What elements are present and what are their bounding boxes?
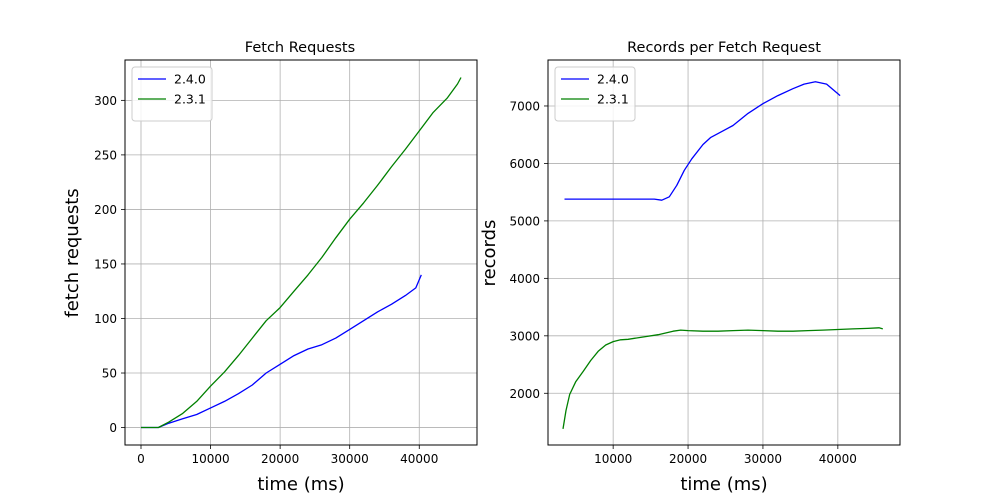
y-tick-label: 0 [109,421,117,435]
legend: 2.4.0 2.3.1 [554,66,636,122]
x-axis-label: time (ms) [257,474,344,495]
x-tick-label: 20000 [261,452,299,466]
x-tick-label: 10000 [594,452,632,466]
axis-ticks: 0 10000 20000 30000 40000 0 50 100 150 200 250 300 [94,94,438,466]
y-tick-label: 150 [94,257,117,271]
y-tick-label: 2000 [509,387,540,401]
y-tick-label: 100 [94,312,117,326]
x-tick-label: 30000 [744,452,782,466]
chart-fetch-requests: Fetch Requests 0 10000 20000 30000 40000 0 50 1… [62,40,478,495]
chart-title: Fetch Requests [245,40,355,56]
legend: 2.4.0 2.3.1 [131,66,213,122]
series-line-2-3-1 [562,327,883,430]
series-line-2-4-0 [141,274,422,429]
series-lines [141,77,462,429]
grid [125,60,477,445]
chart-title: Records per Fetch Request [627,40,821,56]
x-tick-label: 0 [137,452,145,466]
series-lines [562,81,883,430]
axis-ticks: 10000 20000 30000 40000 2000 3000 4000 5000 6000… [509,99,856,466]
legend-box [131,66,213,122]
x-tick-label: 40000 [819,452,857,466]
grid [548,60,900,445]
plot-area-frame [547,59,901,446]
x-tick-label: 10000 [191,452,229,466]
legend-label: 2.4.0 [597,72,629,87]
plot-area-frame [124,59,478,446]
x-tick-label: 40000 [400,452,438,466]
legend-label: 2.4.0 [174,72,206,87]
y-tick-label: 3000 [509,329,540,343]
legend-label: 2.3.1 [174,92,206,107]
y-tick-label: 50 [102,367,117,381]
x-tick-label: 30000 [331,452,369,466]
legend-box [554,66,636,122]
y-tick-label: 300 [94,94,117,108]
y-tick-label: 6000 [509,157,540,171]
y-tick-label: 250 [94,148,117,162]
chart-records-per-fetch-request: Records per Fetch Request 10000 20000 3000… [479,40,901,495]
y-axis-label: fetch requests [62,188,83,317]
y-tick-label: 4000 [509,272,540,286]
series-line-2-4-0 [564,81,841,201]
y-tick-label: 5000 [509,214,540,228]
x-tick-label: 20000 [669,452,707,466]
y-tick-label: 200 [94,203,117,217]
y-tick-label: 7000 [509,99,540,113]
y-axis-label: records [479,220,500,287]
series-line-2-3-1 [141,77,462,429]
x-axis-label: time (ms) [680,474,767,495]
legend-label: 2.3.1 [597,92,629,107]
